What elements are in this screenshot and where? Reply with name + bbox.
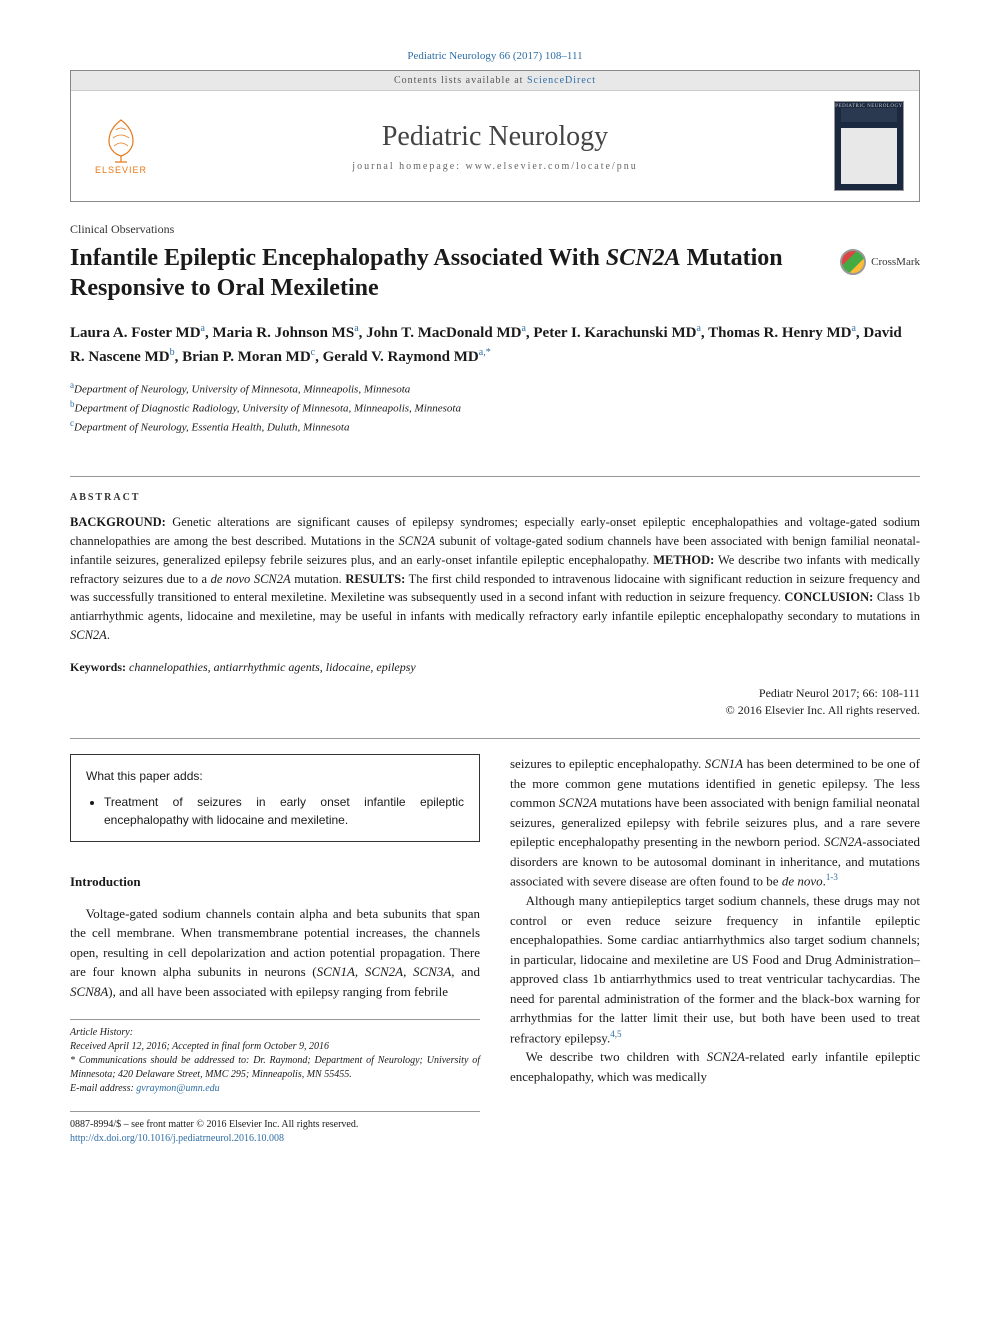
affiliation-ref[interactable]: b — [170, 347, 175, 358]
title-gene: SCN2A — [606, 245, 681, 271]
affiliation-ref[interactable]: a — [354, 323, 358, 334]
intro-para-3: We describe two children with SCN2A-rela… — [510, 1047, 920, 1086]
abs-gene1: SCN2A — [398, 534, 435, 548]
contents-bar: Contents lists available at ScienceDirec… — [71, 71, 919, 91]
separator — [70, 476, 920, 477]
affiliation-ref[interactable]: a,* — [479, 347, 491, 358]
doi-link[interactable]: http://dx.doi.org/10.1016/j.pediatrneuro… — [70, 1133, 284, 1144]
corresponding-author: * Communications should be addressed to:… — [70, 1054, 480, 1082]
journal-cover-thumbnail[interactable]: PEDIATRIC NEUROLOGY — [834, 101, 904, 191]
crossmark-label: CrossMark — [871, 256, 920, 268]
author: Brian P. Moran MDc — [182, 349, 315, 365]
homepage-prefix: journal homepage: — [352, 161, 465, 172]
contents-prefix: Contents lists available at — [394, 75, 527, 86]
keywords-text: channelopathies, antiarrhythmic agents, … — [126, 660, 416, 674]
affiliation-ref[interactable]: c — [311, 347, 315, 358]
bottom-line: 0887-8994/$ – see front matter © 2016 El… — [70, 1111, 480, 1146]
header-main: ELSEVIER Pediatric Neurology journal hom… — [71, 91, 919, 201]
left-column: What this paper adds: Treatment of seizu… — [70, 754, 480, 1146]
ref-link[interactable]: 4,5 — [610, 1029, 621, 1039]
affiliation-ref[interactable]: a — [521, 323, 525, 334]
right-column: seizures to epileptic encephalopathy. SC… — [510, 754, 920, 1146]
author: Laura A. Foster MDa — [70, 325, 205, 341]
intro-para-1-left: Voltage-gated sodium channels contain al… — [70, 904, 480, 1002]
article-title: Infantile Epileptic Encephalopathy Assoc… — [70, 243, 820, 303]
abs-method-italic: de novo SCN2A — [211, 572, 291, 586]
abstract-heading: ABSTRACT — [70, 492, 920, 503]
publisher-logo[interactable]: ELSEVIER — [86, 111, 156, 181]
crossmark-badge[interactable]: CrossMark — [840, 249, 920, 275]
ref-link[interactable]: 1-3 — [826, 872, 838, 882]
copyright-rights: © 2016 Elsevier Inc. All rights reserved… — [70, 702, 920, 719]
paper-adds-box: What this paper adds: Treatment of seizu… — [70, 754, 480, 842]
article-footnotes: Article History: Received April 12, 2016… — [70, 1019, 480, 1096]
author: John T. MacDonald MDa — [366, 325, 526, 341]
cover-label: PEDIATRIC NEUROLOGY — [835, 104, 903, 109]
elsevier-tree-icon — [101, 118, 141, 163]
separator — [70, 738, 920, 739]
journal-name: Pediatric Neurology — [156, 121, 834, 153]
affiliations: aDepartment of Neurology, University of … — [70, 379, 920, 436]
article-type: Clinical Observations — [70, 222, 920, 237]
abs-conclusion-label: CONCLUSION: — [784, 590, 873, 604]
journal-center: Pediatric Neurology journal homepage: ww… — [156, 121, 834, 172]
keywords-label: Keywords: — [70, 660, 126, 674]
affiliation-b: bDepartment of Diagnostic Radiology, Uni… — [70, 398, 920, 417]
journal-header: Contents lists available at ScienceDirec… — [70, 70, 920, 202]
email-link[interactable]: gvraymon@umn.edu — [136, 1083, 219, 1094]
intro-para-2: Although many antiepileptics target sodi… — [510, 891, 920, 1047]
copyright-citation: Pediatr Neurol 2017; 66: 108-111 — [70, 685, 920, 702]
author: Peter I. Karachunski MDa — [533, 325, 701, 341]
abs-results-label: RESULTS: — [345, 572, 405, 586]
abstract-body: BACKGROUND: Genetic alterations are sign… — [70, 513, 920, 644]
adds-title: What this paper adds: — [86, 767, 464, 785]
author: Maria R. Johnson MSa — [213, 325, 359, 341]
abs-background-label: BACKGROUND: — [70, 515, 166, 529]
issn-line: 0887-8994/$ – see front matter © 2016 El… — [70, 1118, 480, 1132]
email-line: E-mail address: gvraymon@umn.edu — [70, 1082, 480, 1096]
homepage-url[interactable]: www.elsevier.com/locate/pnu — [466, 161, 638, 172]
abs-gene2: SCN2A — [70, 628, 107, 642]
authors-list: Laura A. Foster MDa, Maria R. Johnson MS… — [70, 321, 920, 369]
keywords: Keywords: channelopathies, antiarrhythmi… — [70, 660, 920, 675]
title-row: Infantile Epileptic Encephalopathy Assoc… — [70, 243, 920, 303]
author: Thomas R. Henry MDa — [708, 325, 856, 341]
abs-method2: mutation. — [291, 572, 346, 586]
publisher-name: ELSEVIER — [95, 165, 147, 175]
affiliation-ref[interactable]: a — [851, 323, 855, 334]
abs-conclusion2: . — [107, 628, 110, 642]
crossmark-icon — [840, 249, 866, 275]
affiliation-a: aDepartment of Neurology, University of … — [70, 379, 920, 398]
copyright-block: Pediatr Neurol 2017; 66: 108-111 © 2016 … — [70, 685, 920, 719]
adds-item: Treatment of seizures in early onset inf… — [104, 793, 464, 829]
abs-method-label: METHOD: — [653, 553, 714, 567]
affiliation-ref[interactable]: a — [201, 323, 205, 334]
journal-homepage: journal homepage: www.elsevier.com/locat… — [156, 161, 834, 172]
article-history: Received April 12, 2016; Accepted in fin… — [70, 1040, 480, 1054]
introduction-heading: Introduction — [70, 872, 480, 892]
title-text-pre: Infantile Epileptic Encephalopathy Assoc… — [70, 245, 606, 271]
intro-para-1-right: seizures to epileptic encephalopathy. SC… — [510, 754, 920, 891]
author: Gerald V. Raymond MDa,* — [323, 349, 491, 365]
citation-bar: Pediatric Neurology 66 (2017) 108–111 — [70, 50, 920, 62]
sciencedirect-link[interactable]: ScienceDirect — [527, 75, 596, 86]
citation-link[interactable]: Pediatric Neurology 66 (2017) 108–111 — [407, 50, 582, 62]
affiliation-c: cDepartment of Neurology, Essentia Healt… — [70, 417, 920, 436]
two-column-body: What this paper adds: Treatment of seizu… — [70, 754, 920, 1146]
article-history-head: Article History: — [70, 1026, 480, 1040]
affiliation-ref[interactable]: a — [696, 323, 700, 334]
